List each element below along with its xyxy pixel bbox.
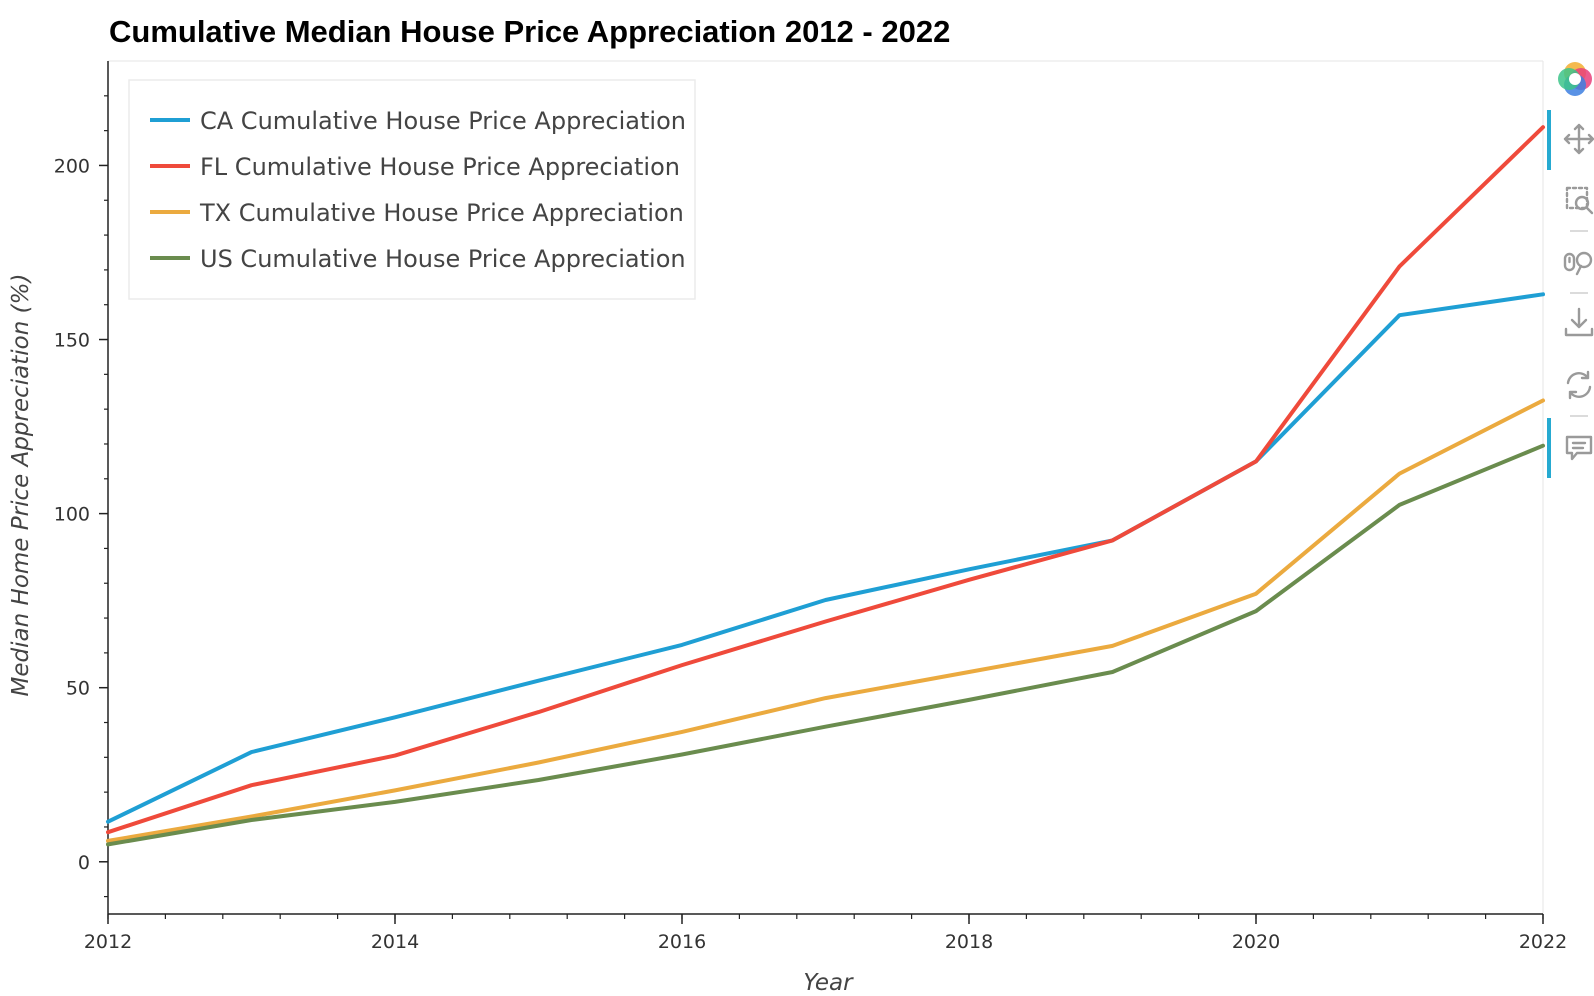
y-tick-label: 0 [78, 852, 90, 874]
hover-icon[interactable] [1565, 435, 1593, 461]
x-tick-label: 2020 [1232, 931, 1280, 953]
legend-box [128, 79, 696, 300]
x-axis: 2012 2014 2016 2018 2020 2022 [84, 913, 1567, 953]
x-tick-label: 2014 [371, 931, 419, 953]
chart-title: Cumulative Median House Price Appreciati… [109, 14, 950, 49]
y-tick-label: 100 [54, 504, 90, 526]
x-tick-label: 2012 [84, 931, 132, 953]
toolbar [1547, 62, 1594, 478]
x-tick-label: 2016 [658, 931, 706, 953]
series-line-4 [106, 443, 1545, 847]
x-axis-label: Year [803, 970, 854, 996]
y-tick-label: 150 [54, 330, 90, 352]
series-lines [106, 125, 1545, 847]
pan-icon[interactable] [1563, 123, 1594, 155]
legend: CA Cumulative House Price Appreciation FL… [128, 79, 696, 300]
y-tick-label: 50 [66, 678, 90, 700]
series-line-2 [106, 125, 1545, 835]
x-tick-label: 2022 [1519, 931, 1567, 953]
y-axis-label: Median Home Price Appreciation (%) [8, 274, 34, 697]
y-axis: 0 50 100 150 200 [54, 61, 109, 914]
legend-item-label: CA Cumulative House Price Appreciation [200, 107, 686, 135]
series-line-3 [106, 398, 1545, 843]
pan-active-indicator [1547, 110, 1551, 170]
hover-active-indicator [1547, 418, 1551, 478]
save-icon[interactable] [1564, 307, 1594, 337]
wheel-zoom-icon[interactable] [1563, 251, 1593, 276]
box-zoom-icon[interactable] [1565, 186, 1594, 215]
logo-icon[interactable] [1558, 62, 1592, 96]
x-tick-label: 2018 [945, 931, 993, 953]
legend-item-label: US Cumulative House Price Appreciation [200, 245, 686, 273]
reset-icon[interactable] [1566, 370, 1592, 400]
y-tick-label: 200 [54, 155, 90, 177]
legend-item-label: TX Cumulative House Price Appreciation [199, 199, 684, 227]
legend-item-label: FL Cumulative House Price Appreciation [200, 153, 680, 181]
series-line-1 [106, 292, 1545, 824]
